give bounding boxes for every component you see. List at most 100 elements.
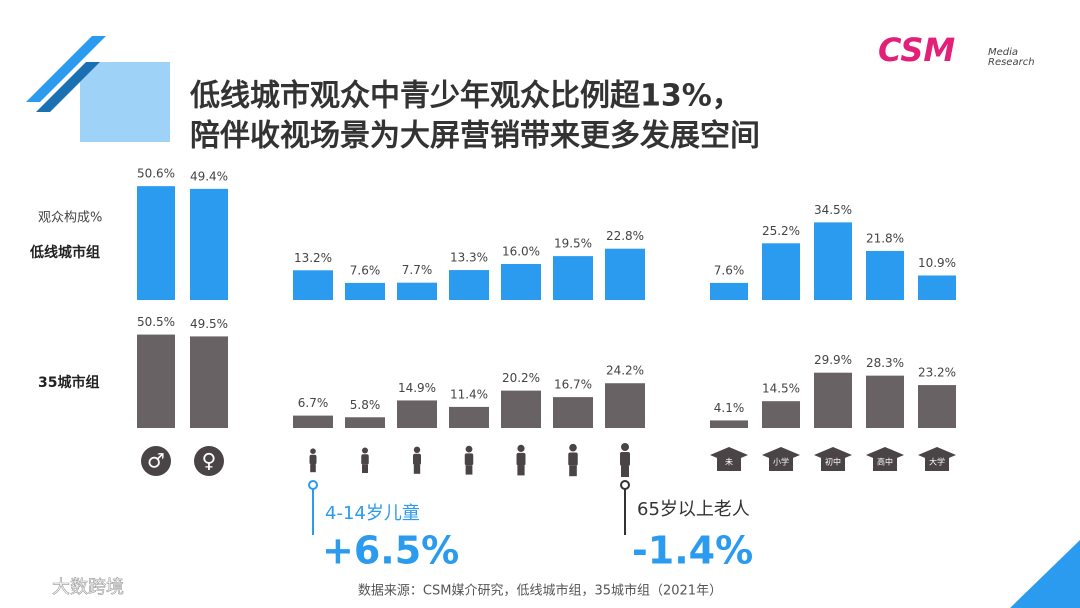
person-icon — [413, 465, 421, 474]
category-icon — [194, 446, 224, 476]
person-icon — [362, 464, 368, 473]
category-icon — [769, 457, 793, 471]
bar — [605, 383, 645, 428]
bar — [866, 375, 904, 428]
category-icon — [925, 457, 949, 471]
person-icon — [620, 452, 630, 466]
category-icon — [873, 457, 897, 471]
person-icon — [621, 466, 629, 477]
bar — [866, 250, 904, 300]
category-label: ♂ — [147, 449, 165, 473]
bar — [449, 406, 489, 428]
bar — [710, 282, 748, 300]
value-label: 50.5% — [137, 315, 175, 329]
bar — [918, 275, 956, 300]
value-label: 14.9% — [398, 381, 436, 395]
title-decoration — [80, 62, 170, 142]
person-icon — [413, 453, 421, 465]
value-label: 20.2% — [502, 371, 540, 385]
source: 数据来源：CSM媒介研究，低线城市组，35城市组（2021年） — [358, 583, 722, 599]
person-icon — [569, 443, 577, 452]
person-icon — [568, 452, 578, 466]
person-icon — [517, 444, 525, 452]
composition-label: 观众构成% — [38, 211, 102, 226]
bar — [190, 336, 228, 428]
value-label: 34.5% — [814, 203, 852, 217]
bar — [762, 243, 800, 300]
stripe — [26, 36, 106, 102]
value-label: 23.2% — [918, 366, 956, 380]
bar — [137, 186, 175, 300]
category-icon — [717, 457, 741, 471]
value-label: 11.4% — [450, 387, 488, 401]
person-icon — [621, 443, 629, 451]
value-label: 19.5% — [554, 237, 592, 251]
callout-value: -1.4% — [632, 529, 753, 573]
logo-sub: Media — [988, 47, 1018, 58]
bar — [397, 400, 437, 428]
value-label: 6.7% — [298, 396, 329, 410]
category-icon — [141, 446, 171, 476]
value-label: 13.2% — [294, 251, 332, 265]
title-line: 陪伴收视场景为大屏营销带来更多发展空间 — [190, 119, 760, 154]
value-label: 25.2% — [762, 224, 800, 238]
value-label: 49.5% — [190, 317, 228, 331]
row-label: 35城市组 — [38, 374, 99, 391]
category-label: ♀ — [202, 449, 217, 473]
bar — [345, 417, 385, 428]
value-label: 16.0% — [502, 245, 540, 259]
value-label: 16.7% — [554, 378, 592, 392]
category-label: 大学 — [929, 457, 945, 467]
value-label: 5.8% — [350, 398, 381, 412]
person-icon — [516, 452, 526, 466]
bar — [501, 264, 541, 300]
value-label: 21.8% — [866, 231, 904, 245]
bar — [762, 401, 800, 428]
age-icons — [309, 443, 630, 477]
person-icon — [413, 446, 421, 453]
bar — [449, 270, 489, 300]
bar — [501, 390, 541, 428]
title-line: 低线城市观众中青少年观众比例超13%， — [189, 79, 742, 114]
stripe — [36, 62, 100, 112]
value-label: 22.8% — [606, 229, 644, 243]
category-icon — [821, 457, 845, 471]
value-label: 13.3% — [450, 251, 488, 265]
person-icon — [464, 453, 474, 466]
bar — [918, 385, 956, 428]
callout-value: +6.5% — [322, 529, 459, 573]
bar — [293, 415, 333, 428]
value-label: 4.1% — [714, 401, 745, 415]
callout: 4-14岁儿童 +6.5% 65岁以上老人 -1.4% — [308, 480, 753, 573]
category-label: 未 — [725, 457, 733, 467]
value-label: 50.6% — [137, 167, 175, 181]
value-label: 28.3% — [866, 356, 904, 370]
logo-brand: CSM — [878, 31, 955, 69]
person-icon — [310, 464, 316, 473]
callout-label: 4-14岁儿童 — [325, 503, 420, 524]
value-label: 7.7% — [402, 263, 433, 277]
value-label: 7.6% — [350, 263, 381, 277]
callout-label: 65岁以上老人 — [637, 499, 750, 520]
value-label: 49.4% — [190, 169, 228, 183]
bar — [190, 188, 228, 300]
logo-sub: Research — [988, 57, 1035, 68]
person-icon — [309, 454, 317, 465]
category-label: 高中 — [877, 457, 893, 467]
category-label: 初中 — [825, 457, 841, 467]
bar — [605, 248, 645, 300]
person-icon — [362, 447, 368, 454]
bar — [553, 256, 593, 300]
value-label: 29.9% — [814, 353, 852, 367]
value-label: 14.5% — [762, 382, 800, 396]
value-label: 10.9% — [918, 256, 956, 270]
category-label: 小学 — [773, 457, 789, 467]
bar — [553, 397, 593, 428]
row-label: 低线城市组 — [29, 244, 100, 261]
bar — [345, 282, 385, 300]
person-icon — [310, 448, 316, 455]
bar — [814, 222, 852, 300]
bar — [397, 282, 437, 300]
person-icon — [361, 454, 369, 465]
